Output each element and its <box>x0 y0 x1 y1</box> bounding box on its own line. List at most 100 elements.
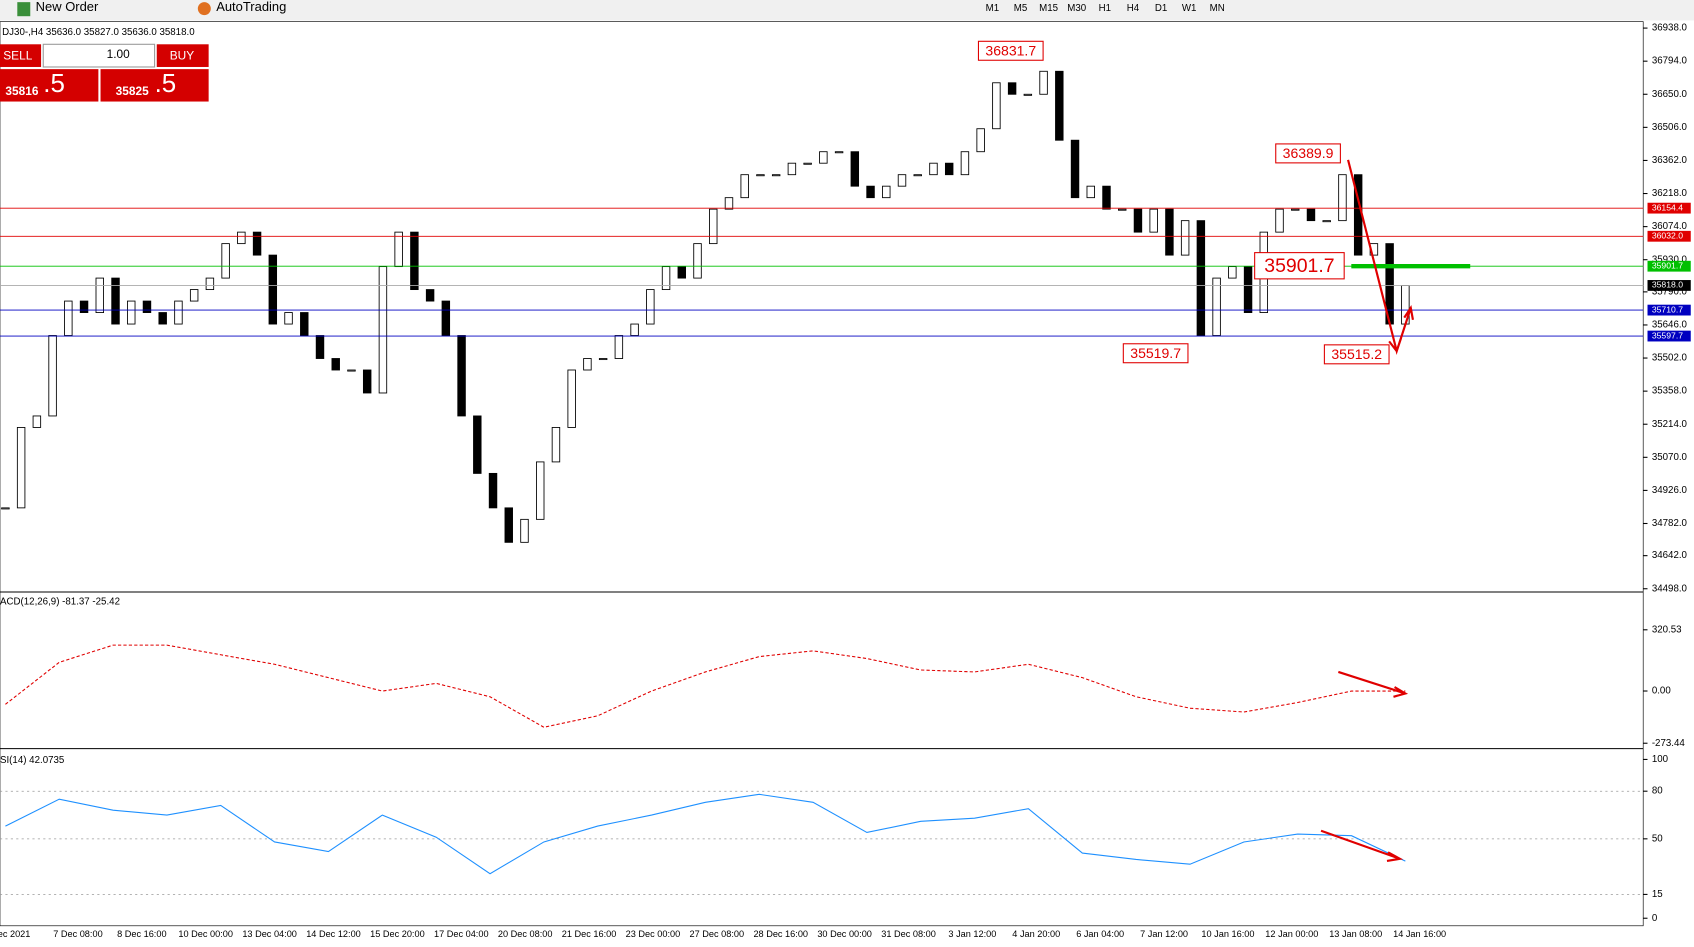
candle <box>32 415 42 428</box>
y-tick-label: 36794.0 <box>1652 56 1688 67</box>
candle <box>95 277 105 313</box>
level-label: 35818.0 <box>1652 280 1683 290</box>
y-tick-label: 36938.0 <box>1652 23 1688 34</box>
timeframe[interactable]: H4 <box>1127 3 1140 14</box>
candle <box>756 174 765 177</box>
candle <box>1007 82 1017 95</box>
candle <box>504 507 513 543</box>
candle <box>897 174 907 187</box>
x-tick-label: 7 Jan 12:00 <box>1140 929 1188 939</box>
candle <box>1196 220 1206 336</box>
candle <box>347 369 356 372</box>
new-order-icon[interactable] <box>17 2 31 17</box>
y-tick-label: 35214.0 <box>1652 419 1688 430</box>
x-tick-label: 30 Dec 00:00 <box>817 929 872 939</box>
level-label: 36032.0 <box>1652 231 1683 241</box>
y-tick-label: 36218.0 <box>1652 188 1688 199</box>
timeframe[interactable]: H1 <box>1099 3 1111 14</box>
candle <box>174 300 183 325</box>
timeframe[interactable]: D1 <box>1155 3 1167 14</box>
y-tick-label: -273.44 <box>1652 738 1686 749</box>
y-tick-label: 320.53 <box>1652 624 1682 635</box>
level-tag <box>1647 304 1691 316</box>
x-tick-label: 14 Dec 12:00 <box>306 929 361 939</box>
y-tick-label: 80 <box>1652 786 1663 797</box>
sell-button[interactable] <box>0 44 42 67</box>
lot-input[interactable] <box>42 43 156 68</box>
y-tick-label: 35502.0 <box>1652 353 1688 364</box>
autotrading-icon[interactable] <box>197 2 211 16</box>
rsi-label: SI(14) 42.0735 <box>0 755 64 766</box>
candle <box>1212 277 1221 336</box>
candle <box>693 243 702 279</box>
candle <box>551 427 561 463</box>
candle <box>850 151 860 187</box>
level-label: 35597.7 <box>1652 330 1683 340</box>
ask[interactable]: 35825 <box>116 84 149 98</box>
candle <box>300 312 309 336</box>
candle <box>1055 70 1064 141</box>
autotrading[interactable]: AutoTrading <box>216 0 286 14</box>
timeframe[interactable]: M30 <box>1067 3 1087 14</box>
new-order[interactable]: New Order <box>36 0 99 14</box>
candle <box>1039 70 1048 95</box>
candle <box>1118 208 1127 211</box>
candle <box>1291 208 1300 211</box>
candle <box>1149 208 1158 233</box>
candle <box>1322 220 1331 223</box>
lot[interactable]: 1.00 <box>107 47 131 61</box>
bid[interactable]: 35816 <box>5 84 38 98</box>
candle <box>1306 208 1316 222</box>
timeframe[interactable]: M1 <box>986 3 1000 14</box>
y-tick-label: 100 <box>1652 754 1669 765</box>
x-tick-label: ec 2021 <box>0 929 30 939</box>
annotation-box <box>1254 252 1345 280</box>
ask-box[interactable] <box>100 69 209 102</box>
x-tick-label: 10 Dec 00:00 <box>178 929 233 939</box>
level-label: 35901.7 <box>1652 260 1683 270</box>
y-tick-label: 0.00 <box>1652 686 1672 697</box>
candle <box>1 507 10 510</box>
y-tick-label: 35070.0 <box>1652 452 1688 463</box>
candle <box>315 335 325 359</box>
timeframe[interactable]: M5 <box>1014 3 1028 14</box>
timeframe[interactable]: W1 <box>1182 3 1197 14</box>
x-tick-label: 23 Dec 00:00 <box>626 929 681 939</box>
bid-frac[interactable]: .5 <box>43 70 65 98</box>
y-tick-label: 35930.0 <box>1652 254 1688 265</box>
buy[interactable]: BUY <box>170 48 195 62</box>
level-tag <box>1647 202 1691 214</box>
x-tick-label: 13 Jan 08:00 <box>1329 929 1382 939</box>
buy-button[interactable] <box>156 44 209 67</box>
chart-frame <box>0 21 1644 927</box>
annotation-box <box>1122 343 1189 364</box>
ask-frac[interactable]: .5 <box>155 70 177 98</box>
candle <box>646 289 655 325</box>
annotation-box <box>1275 143 1341 164</box>
candle <box>1243 266 1253 313</box>
candle <box>111 277 120 325</box>
level-label: 35710.7 <box>1652 304 1683 314</box>
timeframe[interactable]: M15 <box>1039 3 1058 14</box>
candle <box>882 185 891 199</box>
x-tick-label: 14 Jan 16:00 <box>1393 929 1446 939</box>
x-tick-label: 15 Dec 20:00 <box>370 929 425 939</box>
y-tick-label: 34926.0 <box>1652 485 1688 496</box>
bid-box[interactable] <box>0 69 99 102</box>
timeframe[interactable]: MN <box>1210 3 1225 14</box>
macd-label: ACD(12,26,9) -81.37 -25.42 <box>0 596 120 607</box>
annotation-box <box>1323 344 1390 365</box>
candle <box>583 358 592 371</box>
y-tick-label: 36650.0 <box>1652 89 1688 100</box>
candle <box>394 231 403 268</box>
annotation-box <box>977 40 1044 61</box>
candle <box>598 358 608 361</box>
sell[interactable]: SELL <box>3 48 32 62</box>
level-tag <box>1647 230 1691 242</box>
x-tick-label: 3 Jan 12:00 <box>948 929 996 939</box>
annotation: 36389.9 <box>1283 145 1334 161</box>
candle <box>567 369 576 428</box>
y-tick-label: 34642.0 <box>1652 550 1688 561</box>
candle <box>976 128 985 153</box>
